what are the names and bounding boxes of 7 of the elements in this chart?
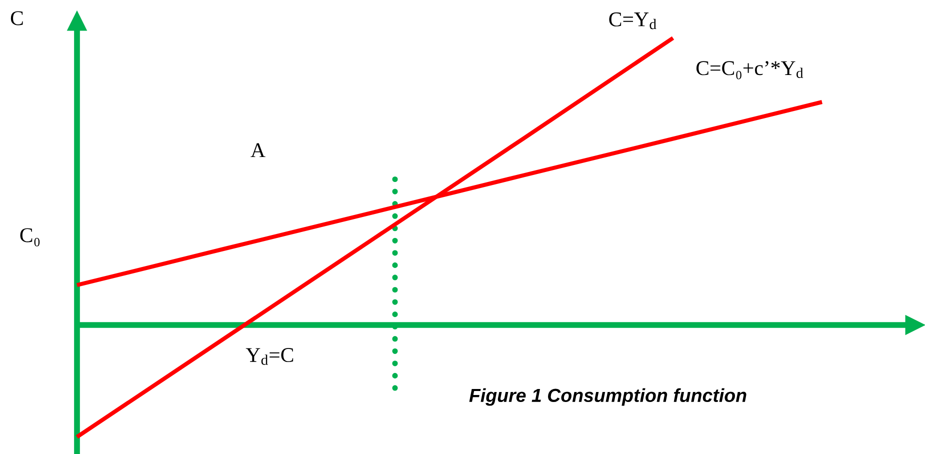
series-label: C=Y$_{d}$ xyxy=(609,12,656,30)
annotation: A xyxy=(250,143,266,158)
annotation: Y$_{d}$=C xyxy=(246,348,294,365)
y-axis-title: C xyxy=(10,11,23,26)
annotation: Figure 1 Consumption function xyxy=(469,388,746,406)
text: C₀ xyxy=(20,228,40,246)
series-label: C=C₀+c’*Y$_{d}$ xyxy=(696,61,804,80)
